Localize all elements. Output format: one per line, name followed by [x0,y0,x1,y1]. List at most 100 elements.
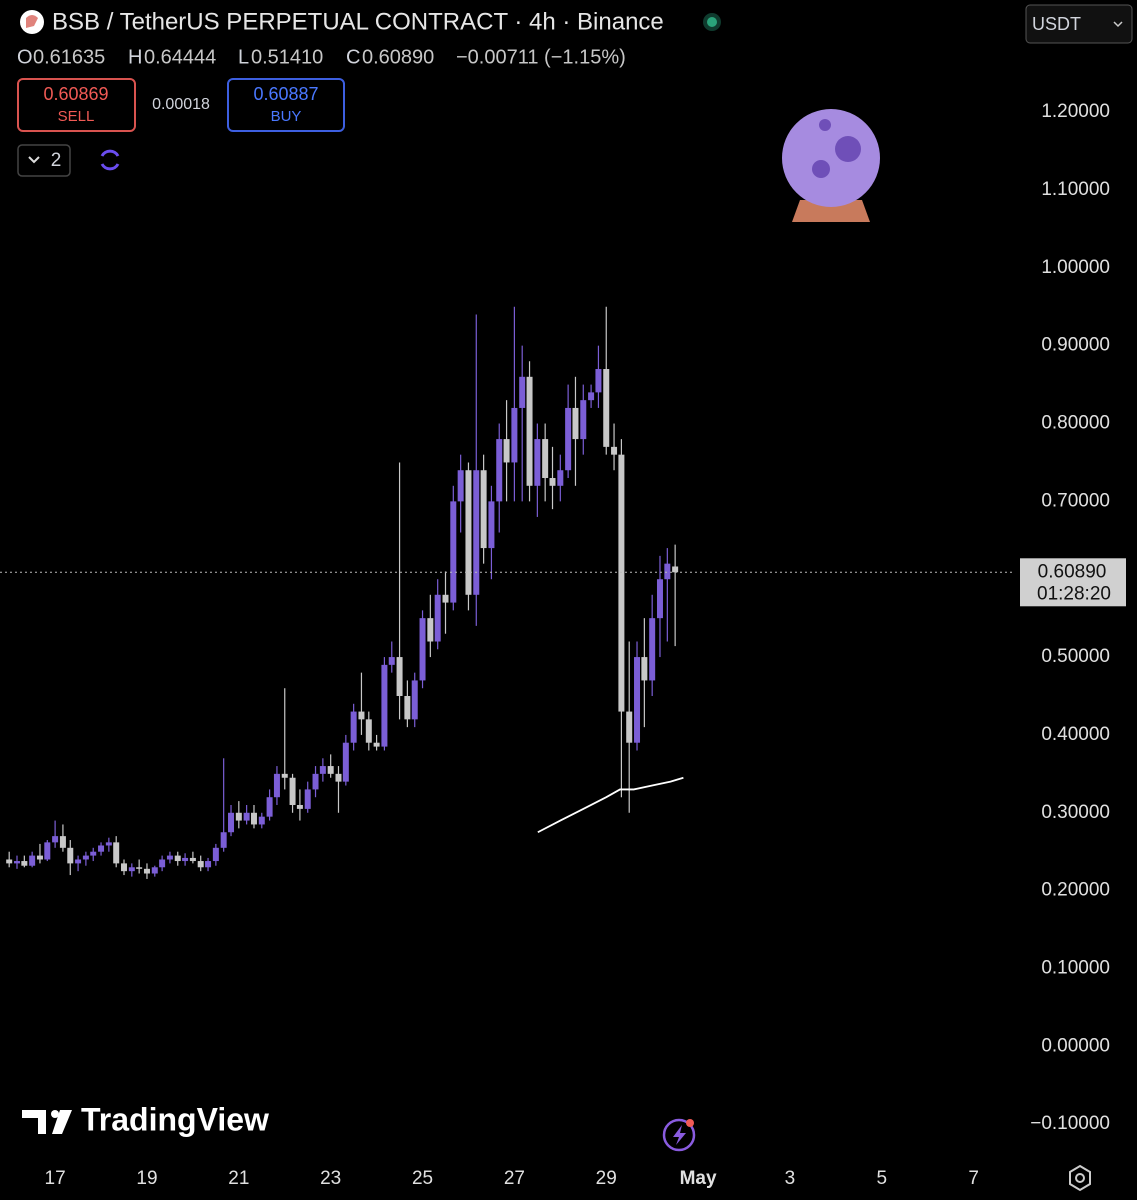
candle-body [388,657,395,665]
currency: USDT [1032,14,1081,34]
candle-body [273,773,280,798]
ohlc-label: H [128,46,142,68]
candle-body [113,842,120,864]
candle-body [595,369,602,393]
candle-body [457,470,464,502]
candle-body [136,867,143,869]
y-tick-label: 0.50000 [1041,646,1110,667]
ohlc-value: 0.61635 [33,46,105,68]
candle-body [358,711,365,720]
y-tick-label: 0.10000 [1041,957,1110,978]
y-tick-label: −0.10000 [1030,1113,1110,1134]
candle-body [21,861,28,866]
x-tick-label: 27 [504,1168,525,1189]
y-tick-label: 0.00000 [1041,1035,1110,1056]
buy-price: 0.60887 [253,84,318,104]
crystal-ball-icon [782,109,880,222]
moving-average [537,776,684,834]
candle-body [13,861,20,864]
brand-logo [22,1110,72,1134]
candle-body [6,859,13,864]
candle-body [588,392,595,401]
ohlc-value: 0.60890 [362,46,434,68]
candle-body [143,868,150,874]
candle-body [411,680,418,720]
settings-icon[interactable] [1069,1164,1091,1192]
indicators-toggle[interactable] [17,144,71,177]
candle-body [250,812,257,825]
status-dot [707,17,717,27]
sell-price: 0.60869 [43,84,108,104]
last-price-label: 0.60890 [1038,561,1107,582]
x-tick-label: 21 [228,1168,249,1189]
ohlc-value: 0.51410 [251,46,323,68]
candle-body [59,836,66,848]
symbol-title: BSB / TetherUS PERPETUAL CONTRACT · 4h ·… [52,8,664,35]
candle-body [473,470,480,595]
notification-dot [686,1119,694,1127]
chevron [1113,21,1123,28]
candle-body [174,855,181,862]
candle-body [220,832,227,848]
candle-body [266,797,273,817]
candle-body [342,742,349,782]
candle-body [75,859,82,864]
candle-body [664,563,671,580]
x-tick-label: 3 [785,1168,796,1189]
ohlc-label: L [238,46,249,68]
candle-body [44,842,51,860]
candle-body [511,407,518,463]
candle-body [572,407,579,440]
candle-body [319,766,326,774]
refresh-icon[interactable] [100,149,120,171]
candle-body [381,664,388,747]
candle-body [243,812,250,821]
chevron [28,156,40,164]
candle-body [565,407,572,471]
change: −0.00711 (−1.15%) [456,46,626,68]
candle-body [611,446,618,455]
currency-select[interactable] [1025,4,1133,44]
candle-body [197,861,204,868]
ohlc-value: 0.64444 [144,46,216,68]
y-tick-label: 1.10000 [1041,179,1110,200]
candle-body [52,836,59,843]
x-tick-label: 5 [877,1168,888,1189]
candle-body [488,501,495,549]
candle-body [542,439,549,479]
y-tick-label: 0.70000 [1041,490,1110,511]
lightning-icon [673,1125,686,1145]
candle-body [304,789,311,809]
last-price-box [1020,558,1126,607]
candle-body [335,773,342,782]
candle-body [258,816,265,825]
candle-body [634,657,641,743]
candle-body [128,867,135,872]
buy-button[interactable] [227,78,345,132]
ohlc-label: C [346,46,360,68]
candle-body [166,855,173,860]
candle-body [36,855,43,860]
candle-body [442,594,449,603]
candle-body [189,857,196,862]
sell-button[interactable] [17,78,136,132]
y-tick-label: 0.40000 [1041,724,1110,745]
candle-body [549,478,556,486]
sell-label: SELL [58,108,95,125]
lightning-button[interactable] [662,1118,696,1152]
x-tick-label: 7 [968,1168,979,1189]
y-tick-label: 1.00000 [1041,257,1110,278]
candle-body [434,594,441,642]
candle-body [182,857,189,862]
candle-body [159,859,166,868]
candle-body [212,847,219,862]
buy-label: BUY [271,108,302,125]
candle-body [557,470,564,486]
candle-body [373,742,380,747]
candle-body [465,470,472,595]
candle-body [281,773,288,778]
candle-body [296,804,303,809]
candle-body [82,855,89,860]
y-tick-label: 0.90000 [1041,335,1110,356]
